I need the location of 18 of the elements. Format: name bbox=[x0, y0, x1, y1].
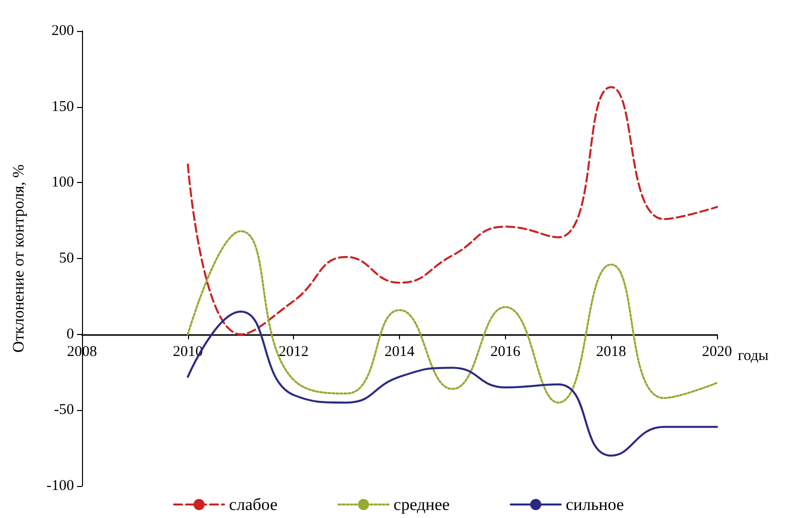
y-tick-label: 200 bbox=[52, 23, 74, 39]
x-tick-label: 2020 bbox=[702, 344, 732, 360]
legend-label: сильное bbox=[566, 495, 624, 514]
legend-label: слабое bbox=[229, 495, 278, 514]
x-tick-label: 2014 bbox=[384, 344, 415, 360]
x-tick-label: 2018 bbox=[596, 344, 626, 360]
y-tick-label: 0 bbox=[66, 326, 74, 342]
x-tick-label: 2016 bbox=[490, 344, 521, 360]
legend-label: среднее bbox=[394, 495, 450, 514]
y-axis-title: Отклонение от контроля, % bbox=[10, 164, 28, 353]
y-tick-label: 150 bbox=[52, 98, 74, 115]
y-tick-label: 100 bbox=[52, 174, 74, 191]
x-tick-label: 2012 bbox=[278, 344, 309, 360]
line-series bbox=[186, 86, 718, 336]
y-tick-label: 50 bbox=[59, 250, 74, 266]
y-tick-label: -50 bbox=[54, 402, 74, 418]
x-axis-title: годы bbox=[738, 348, 768, 364]
y-tick-label: -100 bbox=[46, 478, 74, 494]
